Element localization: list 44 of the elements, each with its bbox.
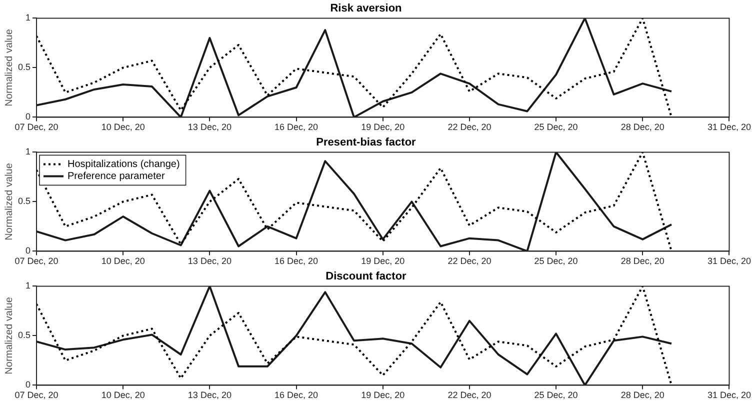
x-tick-label: 25 Dec, 20 xyxy=(534,122,578,132)
x-tick-label: 16 Dec, 20 xyxy=(274,122,318,132)
x-tick-label: 19 Dec, 20 xyxy=(361,122,405,132)
y-axis-title: Normalized value xyxy=(4,296,15,374)
x-tick-label: 28 Dec, 20 xyxy=(620,390,664,400)
y-tick-label: 0.5 xyxy=(18,62,31,72)
y-tick-label: 1 xyxy=(25,12,31,23)
y-axis-title: Normalized value xyxy=(4,162,15,240)
x-tick-label: 10 Dec, 20 xyxy=(101,390,145,400)
x-tick-label: 31 Dec, 20 xyxy=(707,122,751,132)
x-tick-label: 07 Dec, 20 xyxy=(14,122,58,132)
x-tick-label: 07 Dec, 20 xyxy=(14,256,58,266)
x-tick-label: 22 Dec, 20 xyxy=(448,390,492,400)
x-tick-label: 25 Dec, 20 xyxy=(534,390,578,400)
x-tick-label: 22 Dec, 20 xyxy=(448,256,492,266)
x-tick-label: 25 Dec, 20 xyxy=(534,256,578,266)
y-tick-label: 0.5 xyxy=(18,196,31,206)
x-tick-label: 31 Dec, 20 xyxy=(707,256,751,266)
x-tick-label: 10 Dec, 20 xyxy=(101,256,145,266)
chart-title: Discount factor xyxy=(326,270,408,283)
x-tick-label: 13 Dec, 20 xyxy=(188,390,232,400)
chart-title: Risk aversion xyxy=(330,2,402,15)
y-tick-label: 0 xyxy=(25,112,31,122)
x-tick-label: 31 Dec, 20 xyxy=(707,390,751,400)
y-tick-label: 0.5 xyxy=(18,330,31,340)
y-tick-label: 1 xyxy=(25,280,31,291)
x-tick-label: 28 Dec, 20 xyxy=(620,122,664,132)
x-tick-label: 13 Dec, 20 xyxy=(188,256,232,266)
x-tick-label: 16 Dec, 20 xyxy=(274,256,318,266)
x-tick-label: 07 Dec, 20 xyxy=(14,390,58,400)
y-tick-label: 0 xyxy=(25,380,31,390)
x-tick-label: 28 Dec, 20 xyxy=(620,256,664,266)
legend-label: Hospitalizations (change) xyxy=(68,158,180,170)
x-tick-label: 19 Dec, 20 xyxy=(361,256,405,266)
legend-label: Preference parameter xyxy=(68,170,166,182)
y-tick-label: 0 xyxy=(25,246,31,256)
x-tick-label: 22 Dec, 20 xyxy=(448,122,492,132)
y-axis-title: Normalized value xyxy=(4,28,15,106)
y-tick-label: 1 xyxy=(25,146,31,157)
x-tick-label: 19 Dec, 20 xyxy=(361,390,405,400)
x-tick-label: 16 Dec, 20 xyxy=(274,390,318,400)
chart-title: Present-bias factor xyxy=(316,136,417,149)
x-tick-label: 13 Dec, 20 xyxy=(188,122,232,132)
x-tick-label: 10 Dec, 20 xyxy=(101,122,145,132)
